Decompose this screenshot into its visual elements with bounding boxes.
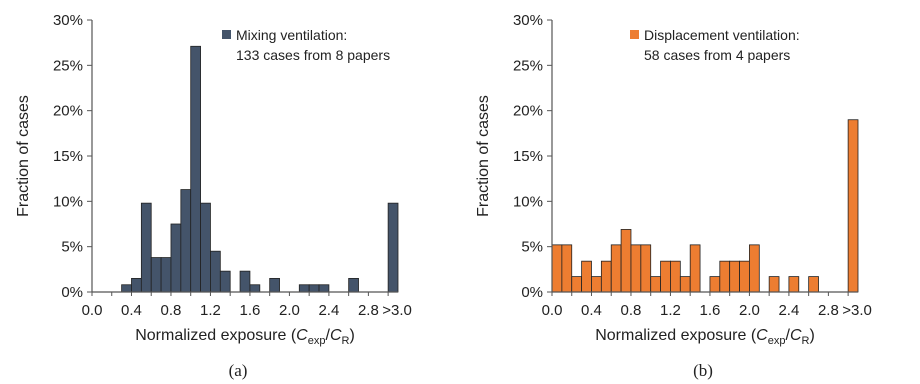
y-tick-label: 25% [513, 57, 543, 74]
histogram-bar [219, 270, 231, 293]
histogram-bar [670, 260, 681, 293]
histogram-bar [387, 202, 399, 293]
histogram-bar [640, 244, 652, 293]
histogram-bar [689, 244, 701, 293]
x-tick-label: 2.4 [778, 302, 799, 319]
legend-swatch [222, 30, 231, 39]
histogram-bar [298, 284, 310, 293]
panel-caption: (b) [693, 361, 713, 380]
x-tick-label: >3.0 [842, 302, 872, 319]
histogram-bar [551, 244, 563, 293]
x-tick-label: 0.8 [161, 302, 182, 319]
x-tick-label: 2.0 [279, 302, 300, 319]
x-axis-title: Normalized exposure (Cexp/CR) [135, 327, 355, 347]
panel-b: 0% 5% 10% 15% 20% 25% 30% 0.0 0.4 0.8 1.2 1.6 2.0 2.4… [475, 12, 872, 380]
x-tick-label: 2.0 [739, 302, 760, 319]
x-tick-label: 0.4 [581, 302, 602, 319]
histogram-bar [318, 284, 330, 293]
x-tick-label: >3.0 [382, 302, 412, 319]
legend-swatch [630, 30, 639, 39]
histogram-bar [749, 244, 760, 293]
legend-text: 133 cases from 8 papers [236, 47, 390, 63]
histogram-bar [210, 250, 221, 293]
histogram-bar [591, 276, 602, 293]
y-tick-label: 0% [61, 284, 83, 301]
legend-text: Mixing ventilation: [236, 27, 347, 43]
x-tick-label: 2.8 [358, 302, 379, 319]
histogram-bar [239, 270, 251, 293]
y-tick-label: 0% [521, 284, 543, 301]
x-tick-label: 1.2 [200, 302, 221, 319]
histogram-bar [571, 276, 583, 293]
histogram-bar [150, 257, 162, 293]
histogram-bar [660, 260, 671, 293]
x-tick-label: 1.6 [240, 302, 261, 319]
x-axis-title: Normalized exposure (Cexp/CR) [595, 327, 815, 347]
y-tick-label: 10% [53, 193, 83, 210]
histogram-bar [630, 244, 642, 293]
y-tick-label: 15% [513, 148, 543, 165]
y-tick-label: 15% [53, 148, 83, 165]
histogram-bar [847, 119, 859, 293]
panel-caption: (a) [229, 361, 248, 380]
x-tick-label: 2.8 [818, 302, 839, 319]
x-tick-label: 0.0 [542, 302, 563, 319]
histogram-bar [581, 260, 592, 293]
panel-a: 0% 5% 10% 15% 20% 25% 30% 0.0 0.4 0.8 1.2 1.6 2.0 2.4… [15, 12, 412, 380]
x-tick-label: 0.4 [121, 302, 142, 319]
y-tick-label: 25% [53, 57, 83, 74]
histogram-bar [561, 244, 573, 293]
histogram-bar [160, 257, 172, 293]
histogram-bar [249, 284, 261, 293]
y-axis-title: Fraction of cases [475, 95, 492, 217]
histogram-bar [269, 277, 280, 293]
histogram-bar [650, 276, 661, 293]
y-tick-label: 10% [513, 193, 543, 210]
legend-text: 58 cases from 4 papers [644, 47, 790, 63]
histogram-bar [729, 260, 740, 293]
histogram-bar [121, 284, 132, 293]
histogram-bar [768, 276, 780, 293]
histogram-bar [200, 202, 211, 293]
histogram-bar [348, 277, 359, 293]
legend-text: Displacement ventilation: [644, 27, 800, 43]
y-tick-label: 30% [53, 12, 83, 29]
histogram-bar [620, 229, 632, 293]
histogram-bar [170, 223, 182, 293]
histogram-bar [679, 276, 691, 293]
histogram-bar [140, 202, 152, 293]
x-tick-label: 1.2 [660, 302, 681, 319]
histogram-bar [719, 260, 731, 293]
y-tick-label: 20% [53, 103, 83, 120]
y-tick-label: 5% [61, 239, 83, 256]
histogram-bar [739, 260, 750, 293]
histogram-bar [308, 284, 320, 293]
histogram-bar [788, 276, 800, 293]
x-tick-label: 1.6 [700, 302, 721, 319]
histogram-bar [131, 277, 142, 293]
histogram-bar [610, 244, 622, 293]
histogram-bar [180, 189, 192, 293]
x-tick-label: 0.0 [82, 302, 103, 319]
histogram-bar [808, 276, 819, 293]
y-tick-label: 20% [513, 103, 543, 120]
histogram-bar [600, 260, 612, 293]
histogram-bar [190, 45, 201, 293]
histogram-bar [709, 276, 721, 293]
y-axis-title: Fraction of cases [15, 95, 32, 217]
y-tick-label: 30% [513, 12, 543, 29]
x-tick-label: 0.8 [621, 302, 642, 319]
y-tick-label: 5% [521, 239, 543, 256]
x-tick-label: 2.4 [318, 302, 339, 319]
